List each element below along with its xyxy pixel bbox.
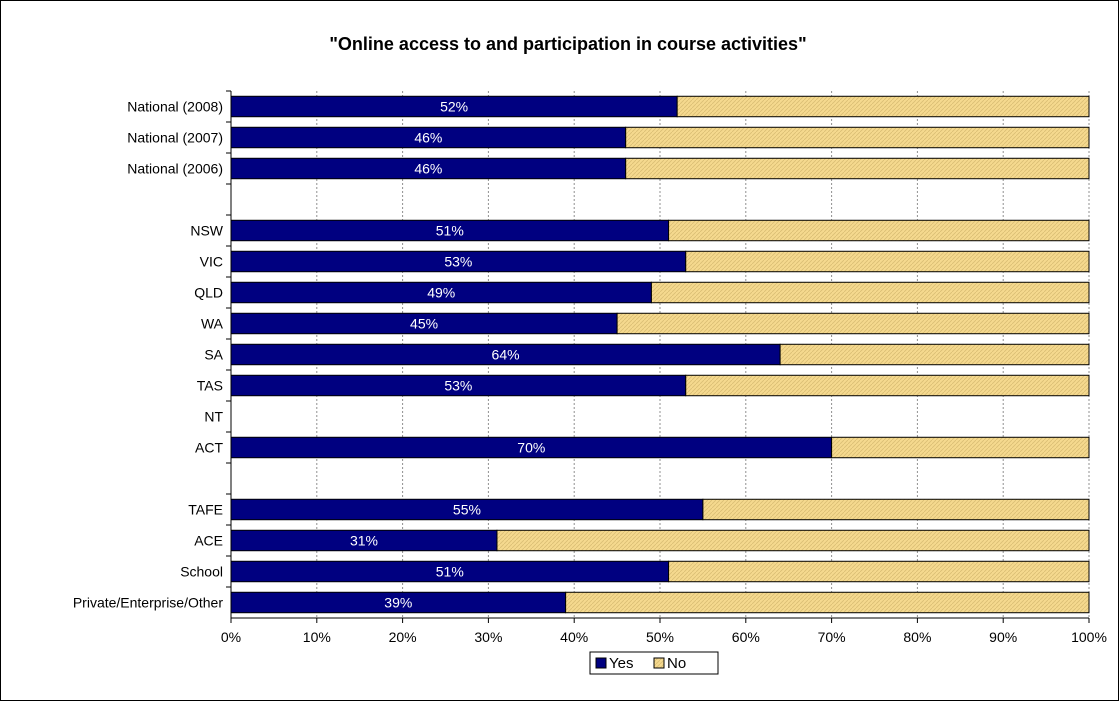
x-tick-label: 80% bbox=[903, 629, 931, 645]
category-label: VIC bbox=[200, 254, 223, 270]
legend-swatch-no bbox=[653, 657, 665, 669]
data-label: 51% bbox=[436, 223, 464, 239]
data-label: 51% bbox=[436, 564, 464, 580]
bar-no bbox=[831, 436, 1090, 459]
data-label: 46% bbox=[414, 161, 442, 177]
category-label: National (2007) bbox=[127, 130, 223, 146]
x-tick-label: 20% bbox=[389, 629, 417, 645]
x-tick-label: 90% bbox=[989, 629, 1017, 645]
category-label: NSW bbox=[190, 223, 223, 239]
data-label: 31% bbox=[350, 533, 378, 549]
bar-no bbox=[650, 281, 1090, 304]
data-label: 46% bbox=[414, 130, 442, 146]
category-label: NT bbox=[204, 409, 223, 425]
category-label: QLD bbox=[194, 285, 223, 301]
legend-swatch-yes bbox=[595, 657, 607, 669]
data-label: 45% bbox=[410, 316, 438, 332]
data-label: 64% bbox=[492, 347, 520, 363]
data-label: 52% bbox=[440, 99, 468, 115]
legend-label-yes: Yes bbox=[609, 655, 633, 672]
bar-no bbox=[565, 591, 1090, 614]
category-label: ACT bbox=[195, 440, 223, 456]
x-tick-label: 70% bbox=[818, 629, 846, 645]
bar-no bbox=[616, 312, 1090, 335]
category-label: Private/Enterprise/Other bbox=[73, 595, 224, 611]
x-tick-label: 50% bbox=[646, 629, 674, 645]
legend-label-no: No bbox=[667, 655, 686, 672]
category-label: WA bbox=[201, 316, 224, 332]
category-label: National (2008) bbox=[127, 99, 223, 115]
bar-no bbox=[685, 374, 1090, 397]
data-label: 53% bbox=[444, 254, 472, 270]
data-label: 53% bbox=[444, 378, 472, 394]
category-label: TAS bbox=[197, 378, 223, 394]
category-label: ACE bbox=[194, 533, 223, 549]
x-tick-label: 10% bbox=[303, 629, 331, 645]
chart-title: "Online access to and participation in c… bbox=[329, 34, 806, 54]
plot-area: 0% 10% 20% 30% 40% 50% 60% 70% 80% 90% 100% Nationa… bbox=[73, 90, 1107, 645]
category-label: School bbox=[180, 564, 223, 580]
data-label: 70% bbox=[517, 440, 545, 456]
bar-no bbox=[702, 498, 1090, 521]
bar-no bbox=[496, 529, 1090, 552]
bar-no bbox=[685, 250, 1090, 273]
bar-no bbox=[779, 343, 1090, 366]
data-label: 39% bbox=[384, 595, 412, 611]
x-tick-label: 100% bbox=[1071, 629, 1107, 645]
data-label: 49% bbox=[427, 285, 455, 301]
bar-no bbox=[625, 126, 1090, 149]
x-tick-label: 60% bbox=[732, 629, 760, 645]
category-label: National (2006) bbox=[127, 161, 223, 177]
x-tick-label: 0% bbox=[221, 629, 241, 645]
legend: Yes No bbox=[589, 651, 719, 675]
bar-no bbox=[668, 219, 1090, 242]
data-label: 55% bbox=[453, 502, 481, 518]
bar-no bbox=[668, 560, 1090, 583]
category-label: TAFE bbox=[188, 502, 223, 518]
x-tick-label: 30% bbox=[474, 629, 502, 645]
x-tick-label: 40% bbox=[560, 629, 588, 645]
category-label: SA bbox=[204, 347, 223, 363]
bar-no bbox=[625, 157, 1090, 180]
bar-no bbox=[676, 95, 1090, 118]
